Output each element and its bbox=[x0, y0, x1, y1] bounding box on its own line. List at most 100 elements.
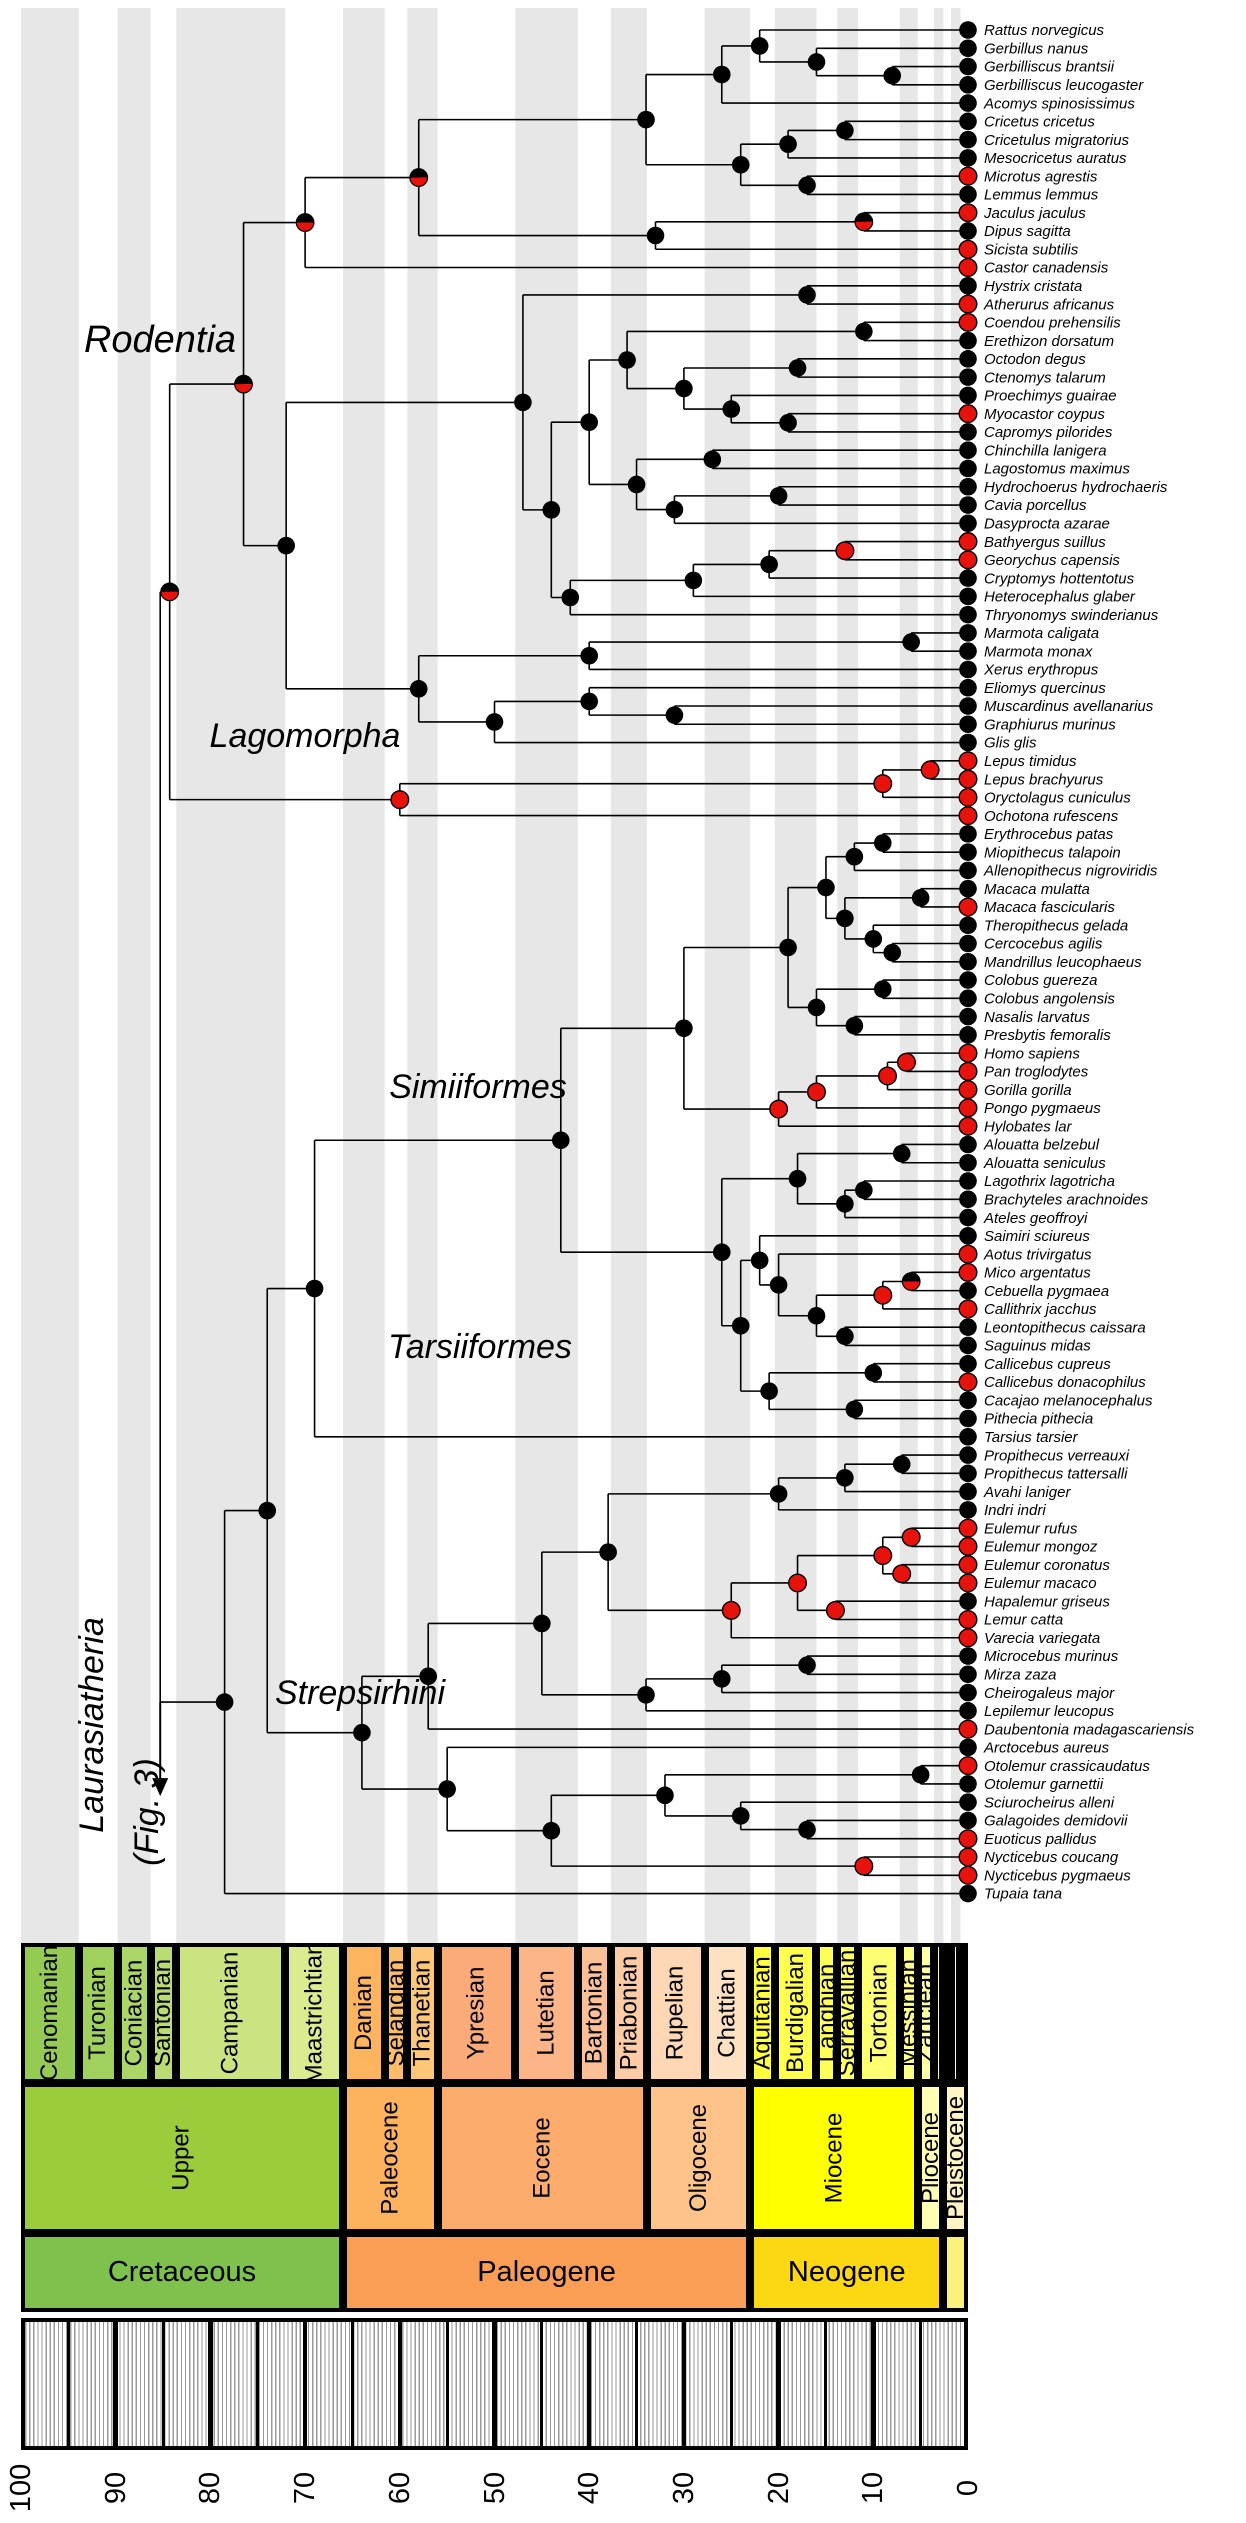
internal-node-dot bbox=[807, 998, 826, 1017]
taxon-label: Aotus trivirgatus bbox=[983, 1246, 1092, 1263]
period-box: Cretaceous bbox=[21, 2233, 343, 2312]
stage-box: Cenomanian bbox=[21, 1943, 79, 2083]
tip-dot bbox=[958, 294, 978, 314]
stage-box: Selandian bbox=[382, 1943, 410, 2083]
internal-node-dot bbox=[438, 1780, 456, 1798]
internal-node-dot bbox=[234, 384, 253, 393]
internal-node-dot bbox=[788, 1573, 808, 1593]
internal-node-dot bbox=[873, 1285, 893, 1305]
taxon-label: Heterocephalus glaber bbox=[984, 589, 1136, 606]
internal-node-dot bbox=[637, 110, 655, 129]
taxon-label: Cheirogaleus major bbox=[984, 1685, 1115, 1702]
taxon-label: Eliomys quercinus bbox=[984, 680, 1106, 697]
stage-box bbox=[933, 1943, 944, 2083]
epoch-label: Paleocene bbox=[376, 2101, 404, 2215]
tip-dot bbox=[958, 258, 978, 278]
taxon-label: Pithecia pithecia bbox=[984, 1411, 1093, 1428]
taxon-label: Coendou prehensilis bbox=[984, 315, 1121, 332]
taxon-label: Sicista subtilis bbox=[984, 241, 1079, 258]
clade-label: (Fig. 3) bbox=[128, 1758, 166, 1866]
taxon-label: Homo sapiens bbox=[984, 1045, 1080, 1062]
internal-node-dot bbox=[656, 1786, 674, 1805]
tip-dot bbox=[959, 916, 977, 935]
tip-dot bbox=[958, 787, 978, 807]
tip-dot bbox=[958, 1719, 978, 1739]
taxon-label: Proechimys guairae bbox=[984, 388, 1117, 405]
internal-node-dot bbox=[873, 1546, 893, 1566]
stage-box: Chattian bbox=[704, 1943, 751, 2083]
tip-dot bbox=[959, 39, 977, 58]
tip-dot bbox=[959, 222, 977, 240]
stage-box bbox=[960, 1943, 969, 2083]
tip-dot bbox=[959, 1336, 977, 1355]
internal-node-dot bbox=[627, 475, 646, 494]
epoch-label: Oligocene bbox=[684, 2103, 712, 2213]
internal-node-dot bbox=[902, 1272, 920, 1282]
stage-band bbox=[933, 8, 944, 1943]
internal-node-dot bbox=[646, 226, 665, 245]
internal-node-dot bbox=[409, 177, 428, 187]
taxon-label: Lemmus lemmus bbox=[984, 187, 1099, 204]
internal-node-dot bbox=[731, 155, 750, 174]
tip-dot bbox=[959, 733, 977, 752]
taxon-label: Cercocebus agilis bbox=[984, 936, 1103, 953]
taxon-label: Pongo pygmaeus bbox=[984, 1100, 1101, 1117]
tip-dot bbox=[959, 1007, 977, 1026]
taxon-label: Castor canadensis bbox=[984, 260, 1109, 277]
taxon-label: Cebuella pygmaea bbox=[984, 1283, 1109, 1300]
internal-node-dot bbox=[911, 889, 930, 907]
internal-node-dot bbox=[551, 1131, 570, 1150]
taxon-label: Alouatta seniculus bbox=[983, 1155, 1106, 1172]
tip-dot bbox=[959, 386, 977, 405]
stage-box: Langhian bbox=[813, 1943, 840, 2083]
tip-dot bbox=[959, 1190, 977, 1209]
stage-band bbox=[515, 8, 578, 1943]
internal-node-dot bbox=[901, 1272, 921, 1291]
tip-dot bbox=[958, 1043, 978, 1063]
tip-dot bbox=[959, 276, 977, 295]
tip-dot bbox=[959, 1738, 977, 1757]
internal-node-dot bbox=[836, 1469, 854, 1487]
stage-label: Lutetian bbox=[532, 1970, 560, 2056]
internal-node-dot bbox=[883, 66, 902, 85]
stage-box bbox=[950, 1943, 961, 2083]
taxon-label: Propithecus verreauxi bbox=[984, 1447, 1130, 1464]
taxon-label: Xerus erythropus bbox=[983, 662, 1099, 679]
internal-node-dot bbox=[892, 1455, 911, 1473]
taxon-label: Gerbilliscus brantsii bbox=[984, 59, 1115, 76]
internal-node-dot bbox=[769, 1485, 788, 1503]
tip-dot bbox=[958, 1555, 978, 1575]
taxon-label: Thryonomys swinderianus bbox=[984, 607, 1159, 624]
ruler-5myr-line bbox=[776, 2322, 781, 2446]
stage-label: Selandian bbox=[382, 1959, 410, 2067]
internal-node-dot bbox=[580, 646, 598, 665]
axis-tick-label: 90 bbox=[99, 2471, 132, 2505]
tip-dot bbox=[959, 1409, 977, 1428]
taxon-label: Varecia variegata bbox=[984, 1630, 1100, 1647]
stage-box: Aquitanian bbox=[748, 1943, 776, 2083]
internal-node-dot bbox=[760, 1382, 778, 1400]
stage-box: Santonian bbox=[150, 1943, 177, 2083]
stage-band bbox=[407, 8, 438, 1943]
tip-dot bbox=[959, 1464, 977, 1483]
tip-dot bbox=[958, 239, 978, 259]
ruler-5myr-line bbox=[492, 2322, 497, 2446]
taxon-label: Otolemur crassicaudatus bbox=[984, 1758, 1150, 1775]
taxon-label: Marmota caligata bbox=[984, 625, 1099, 642]
taxon-label: Gerbilliscus leucogaster bbox=[984, 77, 1144, 94]
internal-node-dot bbox=[419, 1667, 438, 1686]
internal-node-dot bbox=[542, 1821, 561, 1840]
internal-node-dot bbox=[618, 351, 636, 369]
internal-node-dot bbox=[873, 774, 893, 794]
stage-box: Rupelian bbox=[646, 1943, 705, 2083]
stage-label: Aquitanian bbox=[748, 1956, 776, 2070]
epoch-box: Eocene bbox=[437, 2083, 647, 2233]
internal-node-dot bbox=[485, 713, 504, 731]
tip-dot bbox=[959, 57, 977, 76]
taxon-label: Ateles geoffroyi bbox=[983, 1210, 1088, 1227]
epoch-box: Upper bbox=[21, 2083, 343, 2233]
tip-dot bbox=[959, 496, 977, 514]
stage-box: Serravallian bbox=[834, 1943, 861, 2083]
epoch-label: Pliocene bbox=[916, 2111, 944, 2205]
stage-label: Rupelian bbox=[661, 1965, 689, 2061]
